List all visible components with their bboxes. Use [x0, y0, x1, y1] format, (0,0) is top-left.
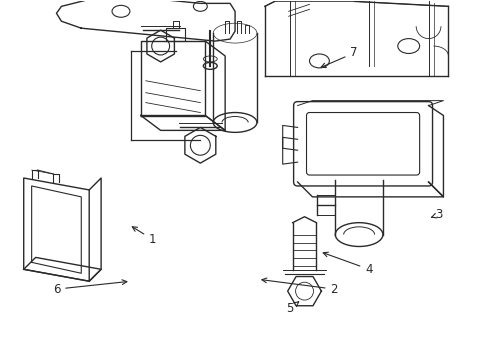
- Text: 3: 3: [431, 208, 441, 221]
- Text: 6: 6: [53, 280, 126, 296]
- Text: 2: 2: [262, 278, 337, 296]
- Text: 4: 4: [323, 252, 372, 276]
- Text: 1: 1: [132, 227, 156, 246]
- Text: 5: 5: [285, 302, 298, 315]
- Text: 7: 7: [321, 46, 357, 68]
